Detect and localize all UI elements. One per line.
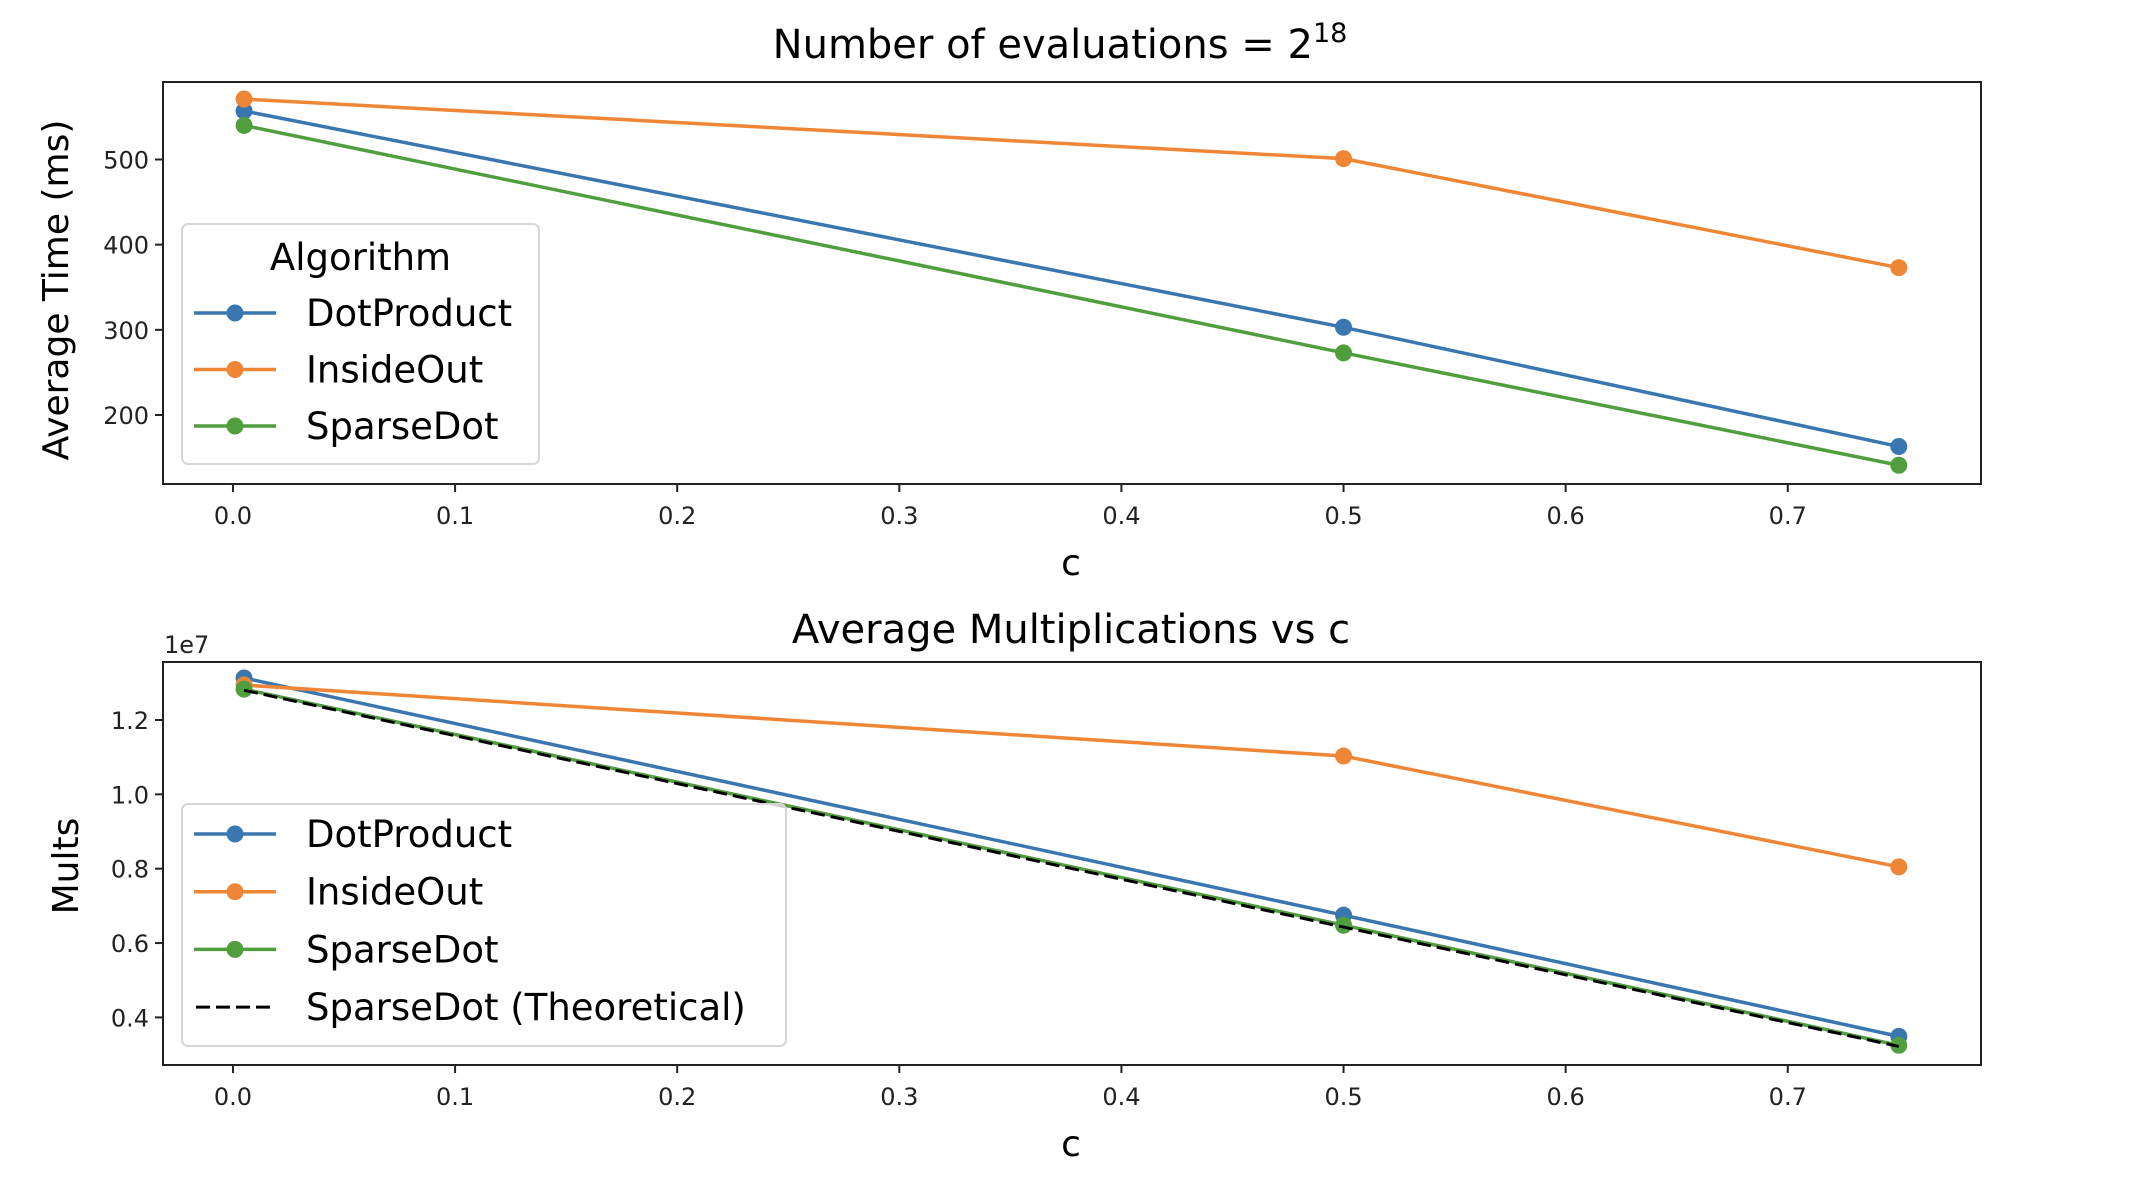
legend-title: Algorithm <box>270 236 451 279</box>
x-tick-label: 0.5 <box>1324 1083 1362 1111</box>
x-tick-label: 0.2 <box>658 502 696 530</box>
y-tick-label: 0.8 <box>111 856 149 884</box>
legend-item: InsideOut <box>194 349 483 392</box>
chart-average-multiplications: Average Multiplications vs c 1e7 0.0 0.1 0… <box>46 607 1982 1165</box>
x-tick-label: 0.1 <box>436 1083 474 1111</box>
legend-marker <box>226 417 244 435</box>
x-tick-label: 0.3 <box>880 1083 918 1111</box>
series-layer <box>235 669 1908 1054</box>
y-tick-label: 400 <box>103 232 149 260</box>
data-point <box>1335 318 1353 336</box>
axes-frame <box>162 661 1982 1066</box>
x-axis-label: c <box>1061 543 1081 584</box>
y-axis-label: Average Time (ms) <box>36 120 77 461</box>
series-sparsedot <box>235 116 1908 474</box>
legend-item: SparseDot <box>194 928 499 971</box>
legend-label: InsideOut <box>306 349 483 392</box>
x-tick-label: 0.3 <box>880 502 918 530</box>
data-point <box>1890 858 1908 876</box>
x-tick-label: 0.7 <box>1769 502 1807 530</box>
x-tick-label: 0.6 <box>1547 1083 1585 1111</box>
chart-average-time: Number of evaluations = 218 0.0 0.1 0.2 0.3… <box>36 18 1982 584</box>
data-point <box>235 90 253 108</box>
legend-item: DotProduct <box>194 813 512 856</box>
legend-item: DotProduct <box>194 292 512 335</box>
data-point <box>235 116 253 134</box>
legend-marker <box>226 361 244 378</box>
legend: DotProduct InsideOut SparseDot SparseDot (T… <box>181 803 787 1047</box>
data-point <box>1890 438 1908 456</box>
data-point <box>1335 344 1353 362</box>
x-axis-ticks: 0.0 0.1 0.2 0.3 0.4 0.5 0.6 0.7 <box>214 484 1807 530</box>
y-tick-label: 0.6 <box>111 930 149 958</box>
series-sparsedot-theoretical <box>243 688 1900 1048</box>
series-dotproduct <box>235 102 1908 456</box>
axes-frame <box>162 81 1982 485</box>
x-tick-label: 0.4 <box>1102 1083 1140 1111</box>
legend-label: SparseDot <box>306 405 499 448</box>
legend-item: SparseDot (Theoretical) <box>196 986 746 1029</box>
legend-label: SparseDot (Theoretical) <box>306 986 746 1029</box>
y-tick-label: 1.2 <box>111 707 149 735</box>
legend: Algorithm DotProduct InsideOut SparseDot <box>181 223 540 465</box>
y-axis-label: Mults <box>46 818 87 915</box>
data-point <box>235 680 253 698</box>
y-axis-offset-label: 1e7 <box>164 631 209 659</box>
series-line <box>243 688 1900 1048</box>
x-tick-label: 0.4 <box>1102 502 1140 530</box>
y-tick-label: 300 <box>103 317 149 345</box>
legend-item: SparseDot <box>194 405 499 448</box>
x-tick-label: 0.0 <box>214 502 252 530</box>
data-point <box>1890 456 1908 474</box>
x-tick-label: 0.1 <box>436 502 474 530</box>
data-point <box>1335 747 1353 765</box>
legend-marker <box>226 825 244 843</box>
legend-box <box>181 223 540 465</box>
y-tick-label: 500 <box>103 147 149 175</box>
x-tick-label: 0.0 <box>214 1083 252 1111</box>
data-point <box>1890 259 1908 277</box>
legend-marker <box>226 940 244 958</box>
y-tick-label: 200 <box>103 402 149 430</box>
y-tick-label: 0.4 <box>111 1004 149 1032</box>
legend-label: SparseDot <box>306 928 499 971</box>
legend-item: InsideOut <box>194 871 483 914</box>
legend-label: DotProduct <box>306 813 512 856</box>
legend-label: DotProduct <box>306 292 512 335</box>
x-axis-ticks: 0.0 0.1 0.2 0.3 0.4 0.5 0.6 0.7 <box>214 1065 1807 1111</box>
data-point <box>1335 916 1353 934</box>
y-tick-label: 1.0 <box>111 781 149 809</box>
legend-marker <box>226 304 244 322</box>
x-tick-label: 0.6 <box>1547 502 1585 530</box>
legend-marker <box>226 883 244 901</box>
y-axis-ticks: 200 300 400 500 <box>103 147 163 430</box>
series-insideout <box>235 90 1908 277</box>
x-tick-label: 0.7 <box>1769 1083 1807 1111</box>
series-layer <box>235 90 1908 474</box>
x-tick-label: 0.2 <box>658 1083 696 1111</box>
title-superscript: 18 <box>1313 18 1347 49</box>
chart-title: Average Multiplications vs c <box>792 607 1350 653</box>
data-point <box>1335 150 1353 168</box>
legend-label: InsideOut <box>306 871 483 914</box>
chart-title: Number of evaluations = 218 <box>773 18 1348 68</box>
legend-box <box>181 803 787 1047</box>
y-axis-ticks: 0.4 0.6 0.8 1.0 1.2 <box>111 707 163 1032</box>
data-point <box>235 102 253 120</box>
x-axis-label: c <box>1061 1124 1081 1165</box>
x-tick-label: 0.5 <box>1324 502 1362 530</box>
